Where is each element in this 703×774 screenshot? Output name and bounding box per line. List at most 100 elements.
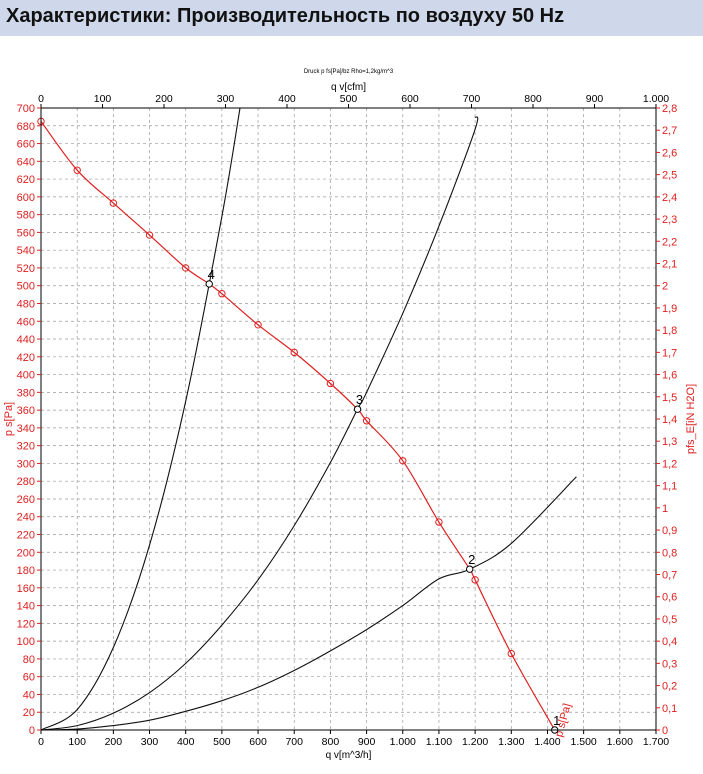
right-y-tick-label: 1,4 — [662, 414, 677, 426]
y-tick-label: 400 — [17, 370, 35, 382]
y-tick-label: 600 — [17, 192, 35, 204]
page-title: Характеристики: Производительность по во… — [6, 5, 565, 27]
top-x-tick-label: 800 — [524, 93, 542, 105]
top-x-tick-label: 700 — [463, 93, 481, 105]
top-axis-label: q v[cfm] — [331, 82, 366, 93]
right-y-tick-label: 1,5 — [662, 392, 677, 404]
y-tick-label: 460 — [17, 316, 35, 328]
system-curve-2 — [40, 116, 479, 731]
operating-point-4 — [205, 280, 213, 288]
x-tick-label: 100 — [68, 736, 86, 748]
fan-curve-marker — [218, 290, 226, 298]
right-y-tick-label: 0,1 — [662, 703, 677, 715]
y-tick-label: 480 — [17, 298, 35, 310]
x-tick-label: 400 — [177, 736, 195, 748]
y-tick-label: 700 — [17, 103, 35, 115]
fan-curve-marker — [471, 576, 479, 584]
y-tick-label: 180 — [17, 565, 35, 577]
chart-caption: Druck p fs[Pa]/bz Rho=1,2kg/m^3 — [304, 69, 394, 75]
y-axis-label: p s[Pa] — [3, 402, 15, 436]
top-x-tick-label: 0 — [38, 93, 44, 105]
y-tick-label: 280 — [17, 476, 35, 488]
right-y-tick-label: 0,5 — [662, 614, 677, 626]
x-tick-label: 0 — [38, 736, 44, 748]
fan-curve-marker — [73, 166, 81, 174]
right-y-tick-label: 0,3 — [662, 658, 677, 670]
fan-curve-marker — [399, 457, 407, 465]
top-x-tick-label: 600 — [401, 93, 419, 105]
right-y-tick-label: 2,1 — [662, 259, 677, 271]
fan-curve-marker — [290, 348, 298, 357]
y-tick-label: 140 — [17, 601, 35, 613]
top-x-tick-label: 100 — [94, 93, 112, 105]
operating-point-label: 1 — [553, 713, 560, 728]
right-y-tick-label: 1 — [662, 503, 668, 515]
x-tick-label: 200 — [105, 736, 123, 748]
right-y-tick-label: 0,8 — [662, 547, 677, 559]
system-curve-1 — [40, 107, 241, 731]
right-y-tick-label: 2,2 — [662, 236, 677, 248]
plot-frame — [40, 107, 657, 731]
x-tick-label: 900 — [358, 736, 376, 748]
fan-curve-marker — [326, 379, 335, 388]
right-y-tick-label: 2,4 — [662, 192, 677, 204]
top-x-tick-label: 900 — [586, 93, 604, 105]
y-tick-label: 300 — [17, 458, 35, 470]
right-y-tick-label: 2,3 — [662, 214, 677, 226]
fan-curve-marker — [182, 264, 190, 272]
x-tick-label: 500 — [213, 736, 231, 748]
fan-curve-marker — [254, 321, 262, 329]
x-tick-label: 1.500 — [571, 736, 597, 748]
right-y-tick-label: 1,6 — [662, 370, 677, 382]
right-y-tick-label: 2,8 — [662, 103, 677, 115]
x-tick-label: 1.600 — [607, 736, 633, 748]
y-tick-label: 580 — [17, 210, 35, 222]
operating-point-2 — [465, 565, 474, 573]
y-tick-label: 40 — [23, 689, 35, 701]
grid — [41, 108, 656, 730]
y-tick-label: 200 — [17, 547, 35, 559]
right-y-tick-label: 2 — [662, 281, 668, 293]
fan-curve-marker — [109, 199, 118, 207]
top-x-tick-label: 400 — [278, 93, 296, 105]
x-tick-label: 1.300 — [498, 736, 524, 748]
right-y-tick-label: 1,9 — [662, 303, 677, 315]
right-y-tick-label: 0,7 — [662, 570, 677, 582]
y-tick-label: 560 — [17, 227, 35, 239]
y-tick-label: 680 — [17, 121, 35, 133]
top-x-tick-label: 1.000 — [643, 93, 669, 105]
right-y-tick-label: 1,8 — [662, 325, 677, 337]
right-y-tick-label: 0,6 — [662, 592, 677, 604]
y-tick-label: 120 — [17, 618, 35, 630]
fan-curve-marker — [362, 417, 371, 425]
y-tick-label: 640 — [17, 156, 35, 168]
right-y-tick-label: 0,2 — [662, 681, 677, 693]
right-y-tick-label: 1,2 — [662, 458, 677, 470]
right-y-tick-label: 2,7 — [662, 125, 677, 137]
y-tick-label: 520 — [17, 263, 35, 275]
y-tick-label: 660 — [17, 139, 35, 151]
x-tick-label: 1.000 — [390, 736, 416, 748]
y-tick-label: 540 — [17, 245, 35, 257]
top-x-tick-label: 500 — [340, 93, 358, 105]
operating-point-label: 2 — [468, 552, 475, 567]
y-tick-label: 20 — [23, 707, 35, 719]
top-x-tick-label: 200 — [155, 93, 173, 105]
operating-point-label: 3 — [356, 392, 363, 407]
axes: Druck p fs[Pa]/bz Rho=1,2kg/m^3 q v[cfm] 0… — [3, 69, 697, 761]
y-tick-label: 220 — [17, 530, 35, 542]
y-tick-label: 320 — [17, 441, 35, 453]
y-tick-label: 160 — [17, 583, 35, 595]
top-x-tick-label: 300 — [217, 93, 235, 105]
y-tick-label: 380 — [17, 387, 35, 399]
x-tick-label: 1.100 — [426, 736, 452, 748]
operating-points: 1 2 3 4 — [205, 267, 560, 734]
x-tick-label: 300 — [141, 736, 159, 748]
fan-curve-marker — [145, 231, 154, 239]
right-y-tick-label: 0,9 — [662, 525, 677, 537]
y-tick-label: 440 — [17, 334, 35, 346]
system-curve-3 — [40, 476, 577, 731]
x-tick-label: 1.700 — [643, 736, 669, 748]
y-tick-label: 420 — [17, 352, 35, 364]
